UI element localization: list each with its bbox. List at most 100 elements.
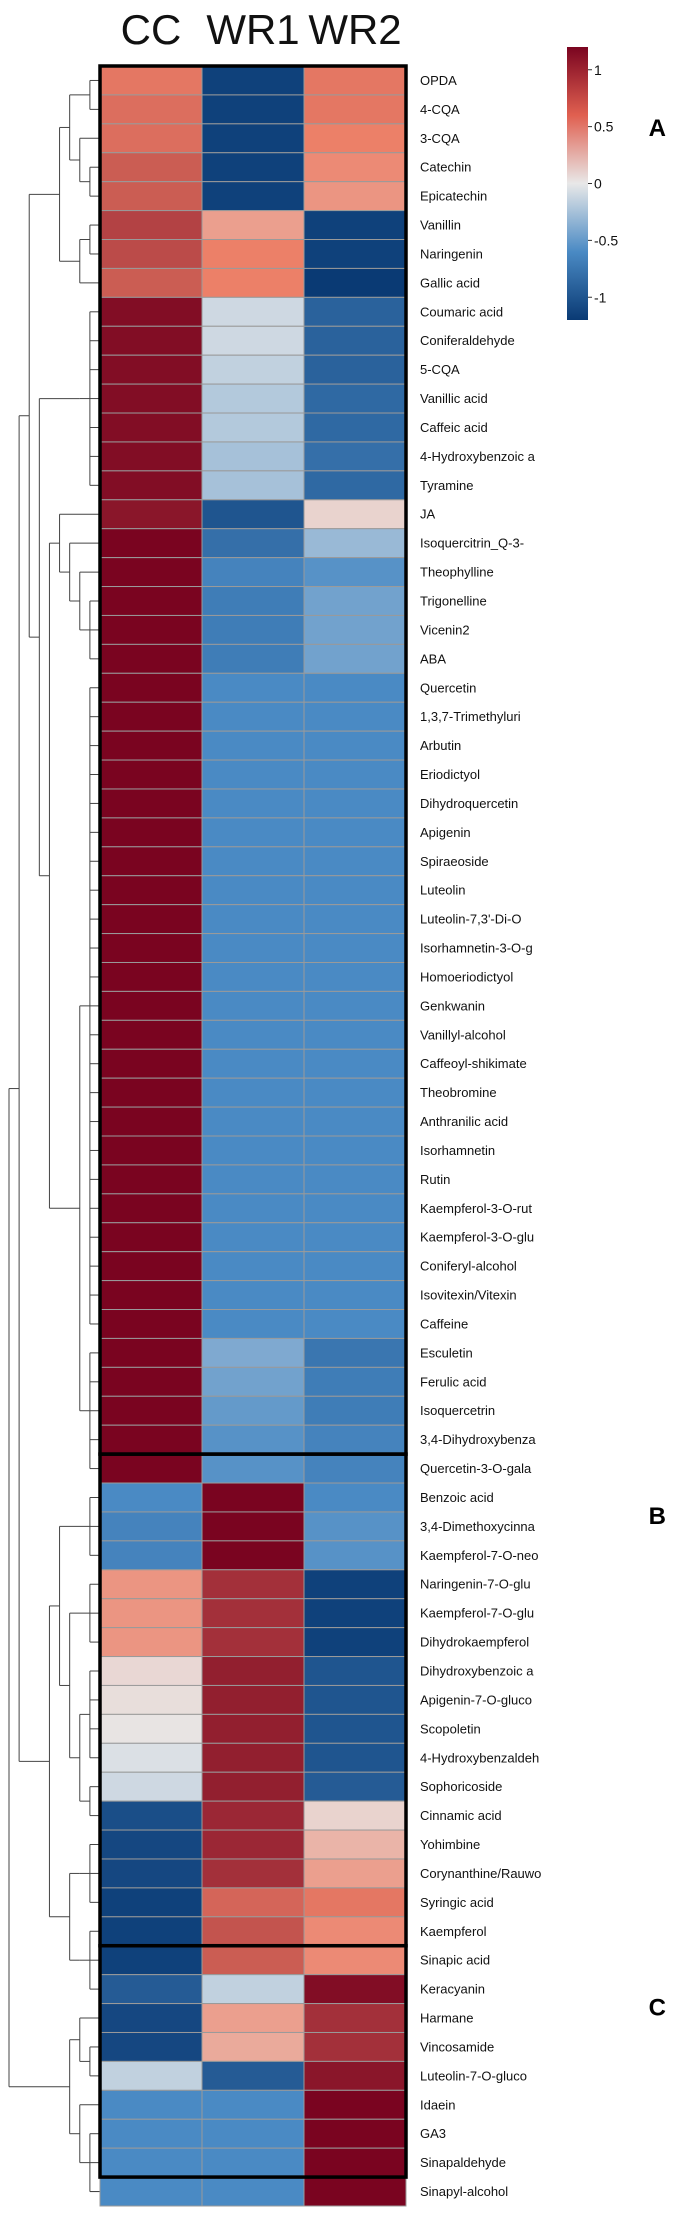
heatmap-cell <box>201 1222 305 1253</box>
heatmap-cell <box>99 643 203 674</box>
heatmap-cell <box>99 1482 203 1513</box>
row-label: Kaempferol-3-O-rut <box>420 1201 532 1216</box>
heatmap-cell <box>303 1742 407 1773</box>
heatmap-cell <box>99 1598 203 1629</box>
heatmap-cell <box>303 1713 407 1744</box>
heatmap-cell <box>303 1684 407 1715</box>
heatmap-cell <box>99 1222 203 1253</box>
row-label: Coniferaldehyde <box>420 333 515 348</box>
heatmap-cell <box>303 1164 407 1195</box>
row-label: Kaempferol <box>420 1924 487 1939</box>
row-label: Luteolin-7-O-gluco <box>420 2068 527 2083</box>
heatmap-cell <box>303 2118 407 2149</box>
heatmap-cell <box>201 239 305 269</box>
heatmap-cell <box>201 1077 305 1108</box>
row-label: Vicenin2 <box>420 622 470 637</box>
row-label: Yohimbine <box>420 1837 480 1852</box>
heatmap-cell <box>99 2118 203 2149</box>
heatmap-cell <box>99 267 203 298</box>
row-label: Naringenin-7-O-glu <box>420 1577 531 1592</box>
heatmap-cell <box>303 672 407 703</box>
heatmap-cell <box>303 730 407 761</box>
heatmap-cell <box>201 354 305 385</box>
heatmap-cell <box>303 1366 407 1397</box>
heatmap-cell <box>201 2060 305 2091</box>
legend-tick-label: -1 <box>594 289 607 305</box>
heatmap-cell <box>303 2089 407 2120</box>
heatmap-cell <box>201 1974 305 2005</box>
heatmap-cell <box>99 1916 203 1947</box>
heatmap-cell <box>201 1135 305 1166</box>
row-label: Quercetin-3-O-gala <box>420 1461 532 1476</box>
heatmap-cell <box>303 990 407 1021</box>
row-label: Harmane <box>420 2011 473 2026</box>
heatmap-cell <box>303 759 407 790</box>
heatmap-cell <box>303 2147 407 2178</box>
row-label: Ferulic acid <box>420 1374 486 1389</box>
row-label: GA3 <box>420 2126 446 2141</box>
heatmap-cell <box>99 1569 203 1600</box>
heatmap-cell <box>201 1569 305 1600</box>
heatmap-cell <box>201 441 305 472</box>
legend-tick-label: -0.5 <box>594 232 618 248</box>
heatmap-cell <box>99 528 203 559</box>
heatmap-cell <box>201 325 305 356</box>
heatmap-cell <box>303 2176 407 2207</box>
row-label: Caffeoyl-shikimate <box>420 1056 527 1071</box>
heatmap-cell <box>99 846 203 877</box>
heatmap-cell <box>99 904 203 935</box>
row-label: Epicatechin <box>420 189 487 204</box>
row-label: Keracyanin <box>420 1982 485 1997</box>
cluster-box-c <box>98 1943 408 2179</box>
row-label: Apigenin <box>420 825 471 840</box>
heatmap-cell <box>99 2003 203 2033</box>
heatmap-cell <box>303 2031 407 2062</box>
row-label: Kaempferol-7-O-neo <box>420 1548 539 1563</box>
heatmap-cell <box>99 961 203 992</box>
heatmap-cell <box>99 383 203 414</box>
heatmap-cell <box>201 2089 305 2120</box>
row-label: Dihydrokaempferol <box>420 1635 529 1650</box>
heatmap-cell <box>303 1135 407 1166</box>
column-header-wr2: WR2 <box>308 6 401 53</box>
heatmap-cell <box>201 557 305 588</box>
heatmap-cell <box>99 1019 203 1050</box>
heatmap-cell <box>201 1048 305 1079</box>
row-label: 3,4-Dimethoxycinna <box>420 1519 536 1534</box>
heatmap-cell <box>99 730 203 761</box>
heatmap-cell <box>303 1858 407 1889</box>
heatmap-cell <box>201 181 305 212</box>
row-label: Sinapic acid <box>420 1953 490 1968</box>
heatmap-cell <box>201 1656 305 1686</box>
heatmap-cell <box>99 94 203 125</box>
heatmap-cell <box>201 1424 305 1455</box>
heatmap-cell <box>99 1366 203 1397</box>
heatmap-cell <box>99 441 203 472</box>
heatmap-cell <box>303 412 407 443</box>
heatmap-cell <box>201 1829 305 1860</box>
heatmap-cell <box>303 701 407 732</box>
heatmap-cell <box>99 1424 203 1455</box>
heatmap-cell <box>99 1309 203 1339</box>
heatmap-cell <box>201 1280 305 1311</box>
column-headers: CC WR1 WR2 <box>121 6 402 53</box>
heatmap-cell <box>303 1771 407 1802</box>
heatmap-cell <box>201 961 305 992</box>
heatmap-cell <box>201 1598 305 1629</box>
heatmap-cell <box>99 2147 203 2178</box>
column-header-wr1: WR1 <box>206 6 299 53</box>
heatmap-cell <box>303 1945 407 1976</box>
heatmap-cell <box>99 788 203 819</box>
color-legend: 1 0.5 0 -0.5 -1 <box>567 47 618 320</box>
heatmap-cell <box>201 875 305 906</box>
heatmap-cell <box>99 875 203 906</box>
row-label: Syringic acid <box>420 1895 494 1910</box>
heatmap-cell <box>303 1251 407 1282</box>
heatmap-cell <box>99 1771 203 1802</box>
heatmap-cell <box>303 817 407 848</box>
cluster-labels: A B C <box>649 115 666 2022</box>
heatmap-cell <box>201 1164 305 1195</box>
heatmap-cell <box>303 1540 407 1571</box>
heatmap-cell <box>303 961 407 992</box>
row-label: Rutin <box>420 1172 450 1187</box>
